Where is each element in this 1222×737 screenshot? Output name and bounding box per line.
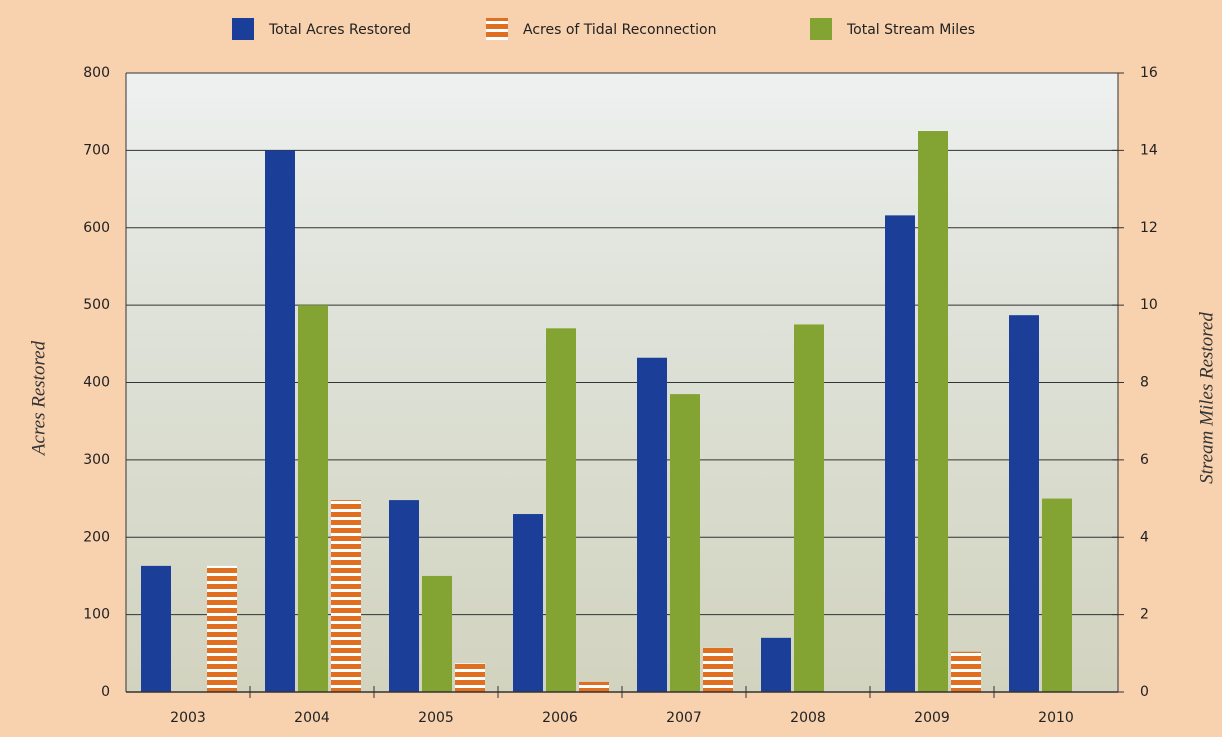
bar (918, 131, 948, 692)
x-tick-label: 2008 (790, 710, 826, 726)
bar (951, 652, 981, 692)
y-tick-label: 600 (83, 220, 110, 236)
chart: Acres Restored Stream Miles Restored 0 10… (0, 0, 1222, 733)
y2-axis-title: Stream Miles Restored (1196, 312, 1217, 484)
bar (579, 682, 609, 692)
x-tick-label: 2007 (666, 710, 702, 726)
legend-swatch (810, 18, 832, 40)
bar (1042, 499, 1072, 692)
y2-tick-label: 12 (1140, 220, 1158, 236)
y2-tick-label: 14 (1140, 142, 1158, 158)
x-tick-label: 2003 (170, 710, 206, 726)
y2-tick-label: 4 (1140, 529, 1149, 545)
y2-tick-label: 10 (1140, 297, 1158, 313)
y2-tick-label: 8 (1140, 375, 1149, 391)
legend-label: Acres of Tidal Reconnection (523, 22, 716, 38)
y2-tick-label: 6 (1140, 452, 1149, 468)
bar (298, 305, 328, 692)
y2-tick-label: 16 (1140, 65, 1158, 81)
y2-tick-label: 2 (1140, 607, 1149, 623)
y-axis-title: Acres Restored (28, 340, 49, 457)
y-tick-label: 0 (101, 684, 110, 700)
bar (265, 150, 295, 692)
bar (670, 394, 700, 692)
legend-swatch (232, 18, 254, 40)
legend-label: Total Acres Restored (268, 22, 411, 38)
x-tick-label: 2010 (1038, 710, 1074, 726)
bar (1009, 315, 1039, 692)
legend-label: Total Stream Miles (846, 22, 975, 38)
bar (637, 358, 667, 692)
bar (513, 514, 543, 692)
bar (207, 566, 237, 692)
y-tick-label: 100 (83, 607, 110, 623)
y-tick-label: 500 (83, 297, 110, 313)
y-tick-label: 200 (83, 529, 110, 545)
bar (794, 324, 824, 692)
x-tick-label: 2006 (542, 710, 578, 726)
x-tick-label: 2005 (418, 710, 454, 726)
bar (422, 576, 452, 692)
y2-tick-label: 0 (1140, 684, 1149, 700)
bar (546, 328, 576, 692)
y-tick-label: 400 (83, 375, 110, 391)
bar (331, 500, 361, 692)
y-tick-label: 300 (83, 452, 110, 468)
y-tick-label: 700 (83, 142, 110, 158)
x-tick-label: 2009 (914, 710, 950, 726)
bar (389, 500, 419, 692)
bar (885, 215, 915, 692)
bar (455, 663, 485, 692)
bar (703, 648, 733, 692)
legend-swatch (486, 18, 508, 40)
x-tick-label: 2004 (294, 710, 330, 726)
bar (761, 638, 791, 692)
bar (141, 566, 171, 692)
y-tick-label: 800 (83, 65, 110, 81)
